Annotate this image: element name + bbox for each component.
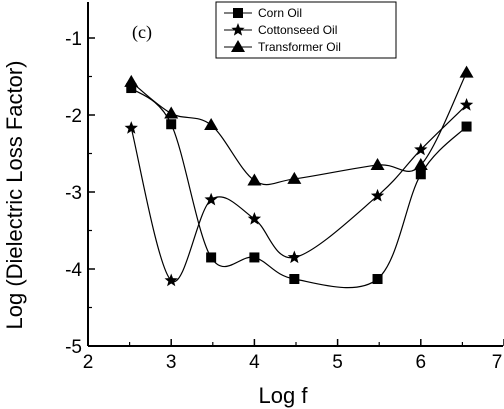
y-tick-label: -2 [65,106,82,127]
y-axis-title: Log (Dielectric Loss Factor) [2,61,27,330]
data-point-star [247,211,262,225]
x-tick-label: 7 [492,352,503,373]
y-tick-label: -4 [65,260,82,281]
y-tick-label: -5 [65,337,82,358]
x-axis-title: Log f [259,383,309,408]
axis-ticks [87,37,504,347]
data-point-star [164,273,178,287]
data-point-triangle [124,74,139,87]
data-point-square [415,169,426,180]
legend: Corn Oil Cottonseed Oil Transformer Oil [215,1,397,59]
x-tick-label: 4 [249,352,260,373]
data-point-square [289,274,300,285]
x-tick-label: 6 [416,352,427,373]
legend-label: Corn Oil [258,6,302,20]
data-point-square [249,252,260,263]
x-tick-label: 2 [83,352,94,373]
data-point-star [287,250,301,264]
data-point-triangle [164,106,179,119]
x-tick-label: 3 [166,352,177,373]
data-point-square [206,252,217,263]
legend-marker-triangle [231,40,245,52]
series-markers [124,65,474,287]
axis-tick-labels: 2 3 4 5 6 7 -5 -4 -3 -2 -1 [65,29,502,373]
data-point-square [372,274,383,285]
y-tick-label: -3 [65,183,82,204]
data-point-star [204,192,218,206]
data-point-star [370,188,385,202]
data-point-triangle [204,118,219,131]
data-point-star [459,97,474,111]
data-point-star [124,121,138,134]
data-point-triangle [247,173,262,186]
data-point-triangle [370,158,385,171]
data-point-square [126,83,137,94]
legend-marker-square [233,8,243,18]
data-point-triangle [413,158,428,171]
legend-marker-star [231,23,245,36]
data-point-triangle [459,65,474,78]
y-tick-label: -1 [65,29,82,50]
data-point-star [414,142,428,156]
data-point-triangle [287,171,302,184]
legend-label: Transformer Oil [258,40,341,54]
legend-label: Cottonseed Oil [258,23,337,37]
data-point-square [461,121,472,132]
series-line-square [130,87,467,289]
x-tick-label: 5 [332,352,343,373]
panel-label: (c) [132,22,152,43]
data-point-square [166,119,177,130]
